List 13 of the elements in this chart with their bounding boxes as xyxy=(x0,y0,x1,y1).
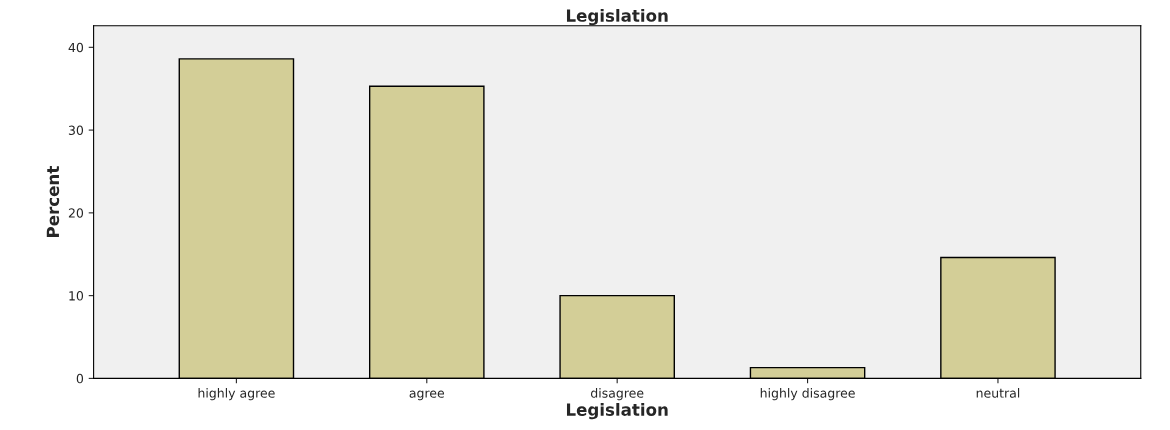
x-axis-title: Legislation xyxy=(566,403,668,420)
x-tick-label: highly agree xyxy=(198,388,275,401)
y-tick-label: 30 xyxy=(68,125,84,136)
y-tick-label: 10 xyxy=(69,291,84,301)
y-tick-label: 0 xyxy=(76,373,84,384)
y-axis-title: Percent xyxy=(46,166,60,237)
x-tick-label: agree xyxy=(409,390,445,401)
y-tick-label: 20 xyxy=(68,208,84,218)
x-tick-label: disagree xyxy=(590,388,644,401)
y-tick-label: 40 xyxy=(68,42,84,53)
x-tick-label: highly disagree xyxy=(760,388,855,401)
chart-title: Legislation xyxy=(566,8,668,26)
x-tick-label: neutral xyxy=(976,388,1020,398)
